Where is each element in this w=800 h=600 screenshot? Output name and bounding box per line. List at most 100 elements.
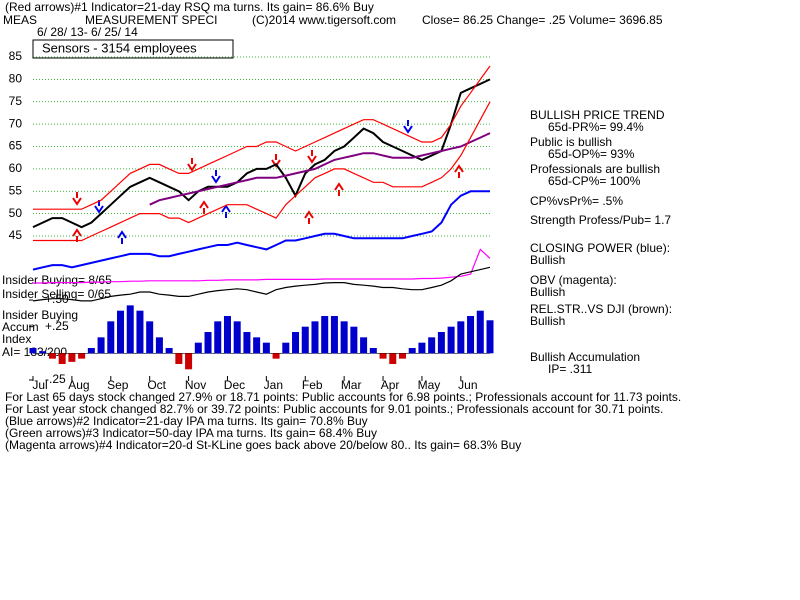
series-line [149, 132, 491, 206]
side-note: IP= .311 [548, 362, 592, 376]
bar [165, 347, 173, 354]
sell-arrow [307, 150, 317, 164]
bar [146, 321, 154, 354]
company: MEASUREMENT SPECI [85, 13, 217, 27]
sell-arrow [403, 120, 413, 134]
bar [233, 321, 241, 354]
side-note: 65d-CP%= 100% [548, 174, 641, 188]
series-line [32, 190, 490, 271]
bar [87, 347, 95, 354]
footer-line: (Green arrows)#3 Indicator=50-day IPA ma… [5, 426, 377, 440]
bar [243, 332, 251, 354]
series-line [33, 101, 491, 242]
y-tick-label: 50 [9, 206, 23, 220]
x-tick-label: Mar [341, 378, 362, 392]
ticker: MEAS [3, 13, 37, 27]
x-tick-label: May [418, 378, 441, 392]
bar [253, 337, 261, 354]
x-tick-label: Nov [185, 378, 206, 392]
bar [117, 310, 125, 354]
sell-arrow [211, 170, 221, 184]
bar [360, 337, 368, 354]
bar [408, 347, 416, 354]
x-tick-label: Aug [68, 378, 89, 392]
bar [204, 332, 212, 354]
bar [175, 353, 183, 364]
side-note: Bullish [530, 253, 565, 267]
bar [467, 316, 475, 354]
side-note: Bullish Accumulation [530, 350, 640, 364]
side-note: Bullish [530, 285, 565, 299]
y-tick-label: 45 [9, 228, 23, 242]
y-tick-label: 75 [9, 94, 23, 108]
footer-line: (Blue arrows)#2 Indicator=21-day IPA ma … [5, 414, 368, 428]
sell-arrow [271, 154, 281, 168]
bar [78, 353, 86, 359]
bar [350, 326, 358, 354]
signal-arrows [72, 120, 464, 244]
footer-line: (Magenta arrows)#4 Indicator=20-d St-KLi… [5, 438, 521, 452]
bar [185, 353, 193, 370]
buy-arrow [117, 230, 127, 244]
bar [48, 353, 56, 359]
side-note: Public is bullish [530, 135, 612, 149]
bar [476, 310, 484, 354]
bar [486, 320, 494, 354]
bar [194, 342, 202, 354]
buy-arrow [221, 204, 231, 218]
panel-label: Insider Buying [2, 308, 78, 322]
series-line [33, 65, 491, 210]
y-tick-label: +.25 [45, 319, 69, 333]
side-note: OBV (magenta): [530, 273, 617, 287]
bar [311, 321, 319, 354]
quote: Close= 86.25 Change= .25 Volume= 3696.85 [422, 13, 663, 27]
subtitle-box [32, 39, 234, 59]
panel-label: Index [2, 332, 31, 346]
bar [301, 326, 309, 354]
sell-arrow [72, 192, 82, 206]
side-note: BULLISH PRICE TREND [530, 108, 665, 122]
bar [428, 337, 436, 354]
panel-label: Insider Buying= 8/65 [2, 273, 112, 287]
bar [330, 316, 338, 354]
x-tick-label: Jan [264, 378, 283, 392]
bar [447, 326, 455, 354]
bar [68, 353, 76, 362]
bar [58, 353, 66, 364]
panel-label: Insider Selling= 0/65 [2, 287, 111, 301]
y-tick-label: +.50 [45, 292, 69, 306]
bar [292, 332, 300, 354]
series-line [33, 248, 491, 284]
series-line [32, 78, 491, 229]
x-tick-label: Feb [302, 378, 323, 392]
bar [126, 305, 134, 354]
side-note: CLOSING POWER (blue): [530, 241, 670, 255]
buy-arrow [334, 182, 344, 196]
bar [107, 321, 115, 354]
footer-line: For Last 65 days stock changed 27.9% or … [5, 390, 681, 404]
bar [272, 353, 280, 359]
y-tick-label: 60 [9, 161, 23, 175]
series-line [32, 266, 491, 302]
y-tick-label: 55 [9, 183, 23, 197]
panel-label: Accum [2, 320, 39, 334]
side-note: Bullish [530, 314, 565, 328]
bar [379, 353, 387, 359]
bar [418, 342, 426, 354]
bar [29, 347, 37, 354]
x-tick-label: Jul [32, 378, 47, 392]
bar [262, 342, 270, 354]
bar [457, 321, 465, 354]
y-tick-label: 85 [9, 49, 23, 63]
subtitle: Sensors - 3154 employees [42, 40, 197, 55]
bar [389, 353, 397, 364]
date-range: 6/ 28/ 13- 6/ 25/ 14 [37, 25, 138, 39]
x-tick-label: Sep [107, 378, 129, 392]
side-note: 65d-PR%= 99.4% [548, 120, 644, 134]
bar [223, 316, 231, 354]
side-note: Strength Profess/Pub= 1.7 [530, 213, 671, 227]
buy-arrow [304, 210, 314, 224]
bar [136, 310, 144, 354]
